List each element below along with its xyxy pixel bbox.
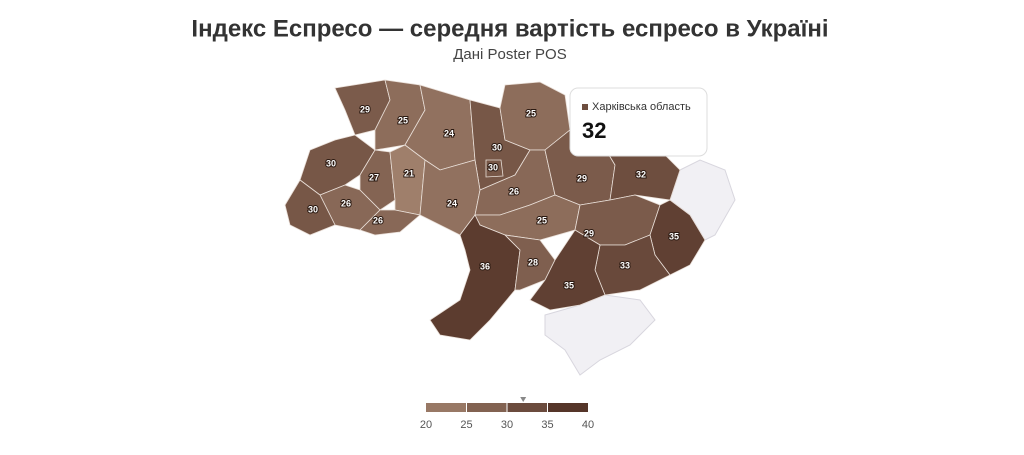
region [429, 214, 521, 341]
tooltip-swatch [582, 104, 588, 110]
value-label: 30 [308, 204, 318, 214]
region [503, 234, 556, 291]
legend-tick-label: 25 [460, 419, 472, 431]
value-label: 28 [528, 257, 538, 267]
value-label: 25 [537, 215, 547, 225]
value-label: 30 [488, 162, 498, 172]
legend-tick-label: 40 [582, 419, 594, 431]
legend-tick-label: 30 [501, 419, 513, 431]
value-label: 25 [526, 108, 536, 118]
tooltip-label: Харківська область [592, 101, 691, 113]
legend-segment [507, 403, 548, 412]
tooltip-box [569, 87, 708, 157]
legend-segment [547, 403, 588, 412]
value-label: 35 [564, 280, 574, 290]
region [485, 159, 504, 178]
legend-tick-label: 20 [420, 419, 432, 431]
value-label: 29 [584, 228, 594, 238]
region [284, 179, 336, 236]
value-label: 35 [669, 231, 679, 241]
value-label: 36 [480, 261, 490, 271]
value-label: 26 [341, 198, 351, 208]
value-label: 30 [326, 158, 336, 168]
legend-tick-label: 35 [541, 419, 553, 431]
value-label: 29 [360, 104, 370, 114]
tooltip-value: 32 [582, 118, 606, 143]
value-label: 26 [509, 186, 519, 196]
value-label: 29 [577, 173, 587, 183]
value-label: 27 [369, 172, 379, 182]
value-label: 26 [373, 215, 383, 225]
legend: 20 25 30 35 40 [420, 397, 594, 431]
chart-subtitle: Дані Poster POS [453, 46, 566, 63]
tooltip: Харківська область 32 [569, 87, 708, 157]
map: 29 25 24 30 30 25 30 27 21 26 30 26 24 26 29 32 25 29 35 36… [284, 79, 736, 376]
value-label: 30 [492, 142, 502, 152]
value-label: 24 [447, 198, 457, 208]
chart-title: Індекс Еспресо — середня вартість еспрес… [191, 15, 828, 42]
value-label: 25 [398, 115, 408, 125]
legend-segment [426, 403, 467, 412]
region [529, 229, 606, 311]
legend-segment [466, 403, 507, 412]
value-label: 24 [444, 128, 454, 138]
value-label: 32 [636, 169, 646, 179]
legend-marker [520, 397, 527, 402]
value-label: 33 [620, 260, 630, 270]
value-label: 21 [404, 168, 414, 178]
